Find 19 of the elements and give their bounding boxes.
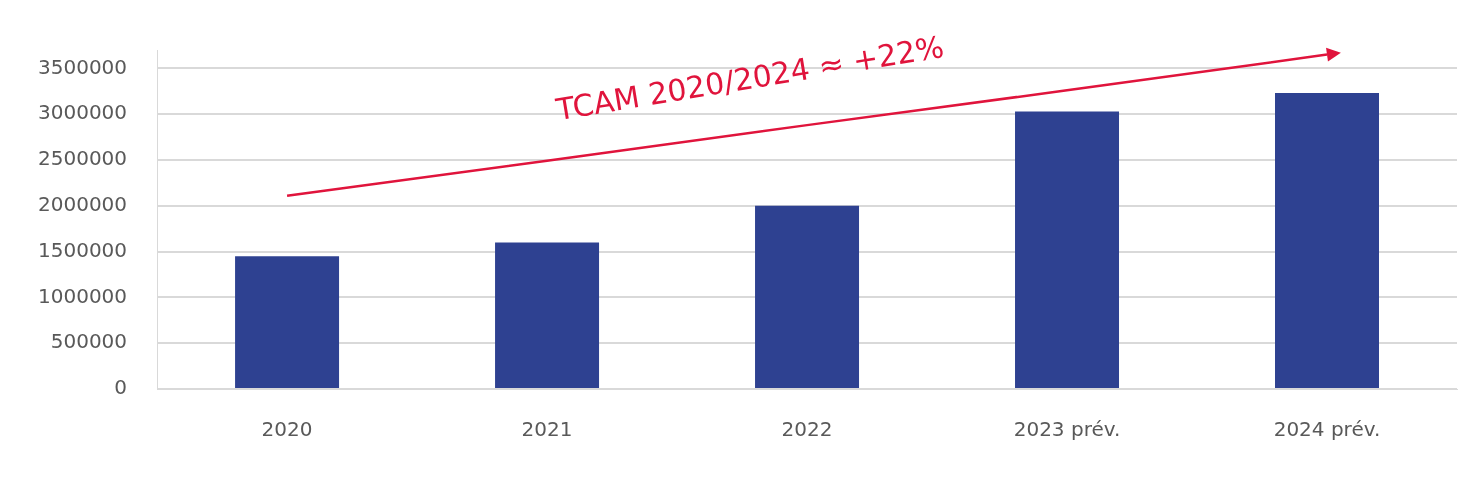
y-tick-label: 1000000 [37,283,128,308]
annotation: TCAM 2020/2024 ≈ +22% [553,28,947,128]
x-tick-label: 2022 [781,417,833,442]
bar [755,205,860,388]
y-tick-label: 3500000 [37,54,128,79]
x-tick-label: 2024 prév. [1273,417,1381,442]
x-tick-label: 2023 prév. [1013,417,1121,442]
bar [1015,111,1120,388]
bar [235,256,340,388]
bar [1275,93,1379,388]
x-tick-label: 2020 [261,417,313,442]
x-tick-label: 2021 [521,417,573,442]
y-tick-label: 3000000 [37,100,128,125]
y-tick-label: 0 [114,375,128,400]
y-tick-label: 2500000 [37,146,128,171]
y-tick-label: 2000000 [37,191,128,216]
y-tick-label: 1500000 [37,237,128,262]
y-tick-label: 500000 [50,329,128,354]
bar [495,242,600,388]
